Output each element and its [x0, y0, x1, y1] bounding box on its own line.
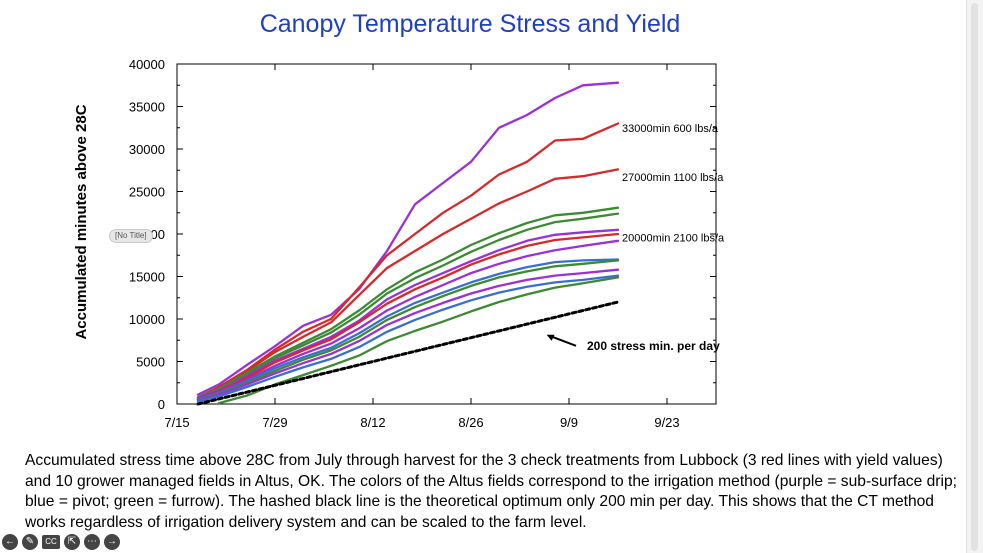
series-line-blue-11 [196, 274, 620, 403]
series-line-blue-8 [196, 258, 620, 401]
y-tick-label: 35000 [129, 100, 165, 115]
y-tick-label: 0 [158, 397, 165, 412]
back-icon[interactable]: ← [2, 534, 18, 550]
series-line-green-9 [196, 259, 620, 401]
x-tick-label: 9/9 [560, 415, 578, 430]
annotation-arrow [551, 335, 577, 347]
y-tick-label: 15000 [129, 270, 165, 285]
y-tick-label: 5000 [136, 355, 165, 370]
vertical-scrollbar[interactable] [966, 0, 983, 553]
slide-caption: Accumulated stress time above 28C from J… [25, 452, 957, 531]
slide-title: Canopy Temperature Stress and Yield [259, 10, 681, 38]
forward-icon[interactable]: → [104, 534, 120, 550]
annotation-arrowhead [546, 334, 555, 341]
y-tick-label: 30000 [129, 142, 165, 157]
cc-icon[interactable]: CC [42, 535, 60, 549]
series-line-red-2 [196, 168, 620, 399]
x-tick-label: 8/12 [360, 415, 385, 430]
y-tick-label: 40000 [129, 57, 165, 72]
annotation-label: 200 stress min. per day [587, 339, 720, 353]
x-tick-label: 8/26 [458, 415, 483, 430]
annotation-label: 27000min 1100 lbs/a [622, 172, 724, 184]
series-line-green-4 [196, 212, 620, 400]
presentation-toolbar: ← ✎ CC ⇱ ⋯ → [2, 533, 120, 551]
no-title-tag: [No Title] [109, 229, 153, 243]
x-tick-label: 9/23 [654, 415, 679, 430]
series-line-purple-5 [196, 228, 620, 400]
optimum-dashed-line [196, 300, 620, 406]
y-tick-label: 25000 [129, 185, 165, 200]
annotation-label: 33000min 600 lbs/a [622, 123, 719, 135]
annotation-label: 20000min 2100 lbs/a [622, 232, 725, 244]
pointer-icon[interactable]: ⇱ [64, 534, 80, 550]
y-tick-label: 10000 [129, 312, 165, 327]
series-line-purple-0 [196, 81, 620, 396]
scrollbar-thumb[interactable] [971, 3, 978, 551]
series-line-red-6 [196, 232, 620, 401]
series-line-purple-10 [196, 268, 620, 402]
more-icon[interactable]: ⋯ [84, 534, 100, 550]
series-line-red-1 [196, 122, 620, 400]
series-line-green-3 [196, 206, 620, 399]
x-tick-label: 7/29 [262, 415, 287, 430]
y-axis-label: Accumulated minutes above 28C [73, 104, 90, 339]
x-tick-label: 7/15 [164, 415, 189, 430]
series-line-green-12 [217, 276, 620, 405]
series-line-purple-7 [196, 239, 620, 401]
pen-icon[interactable]: ✎ [22, 534, 38, 550]
